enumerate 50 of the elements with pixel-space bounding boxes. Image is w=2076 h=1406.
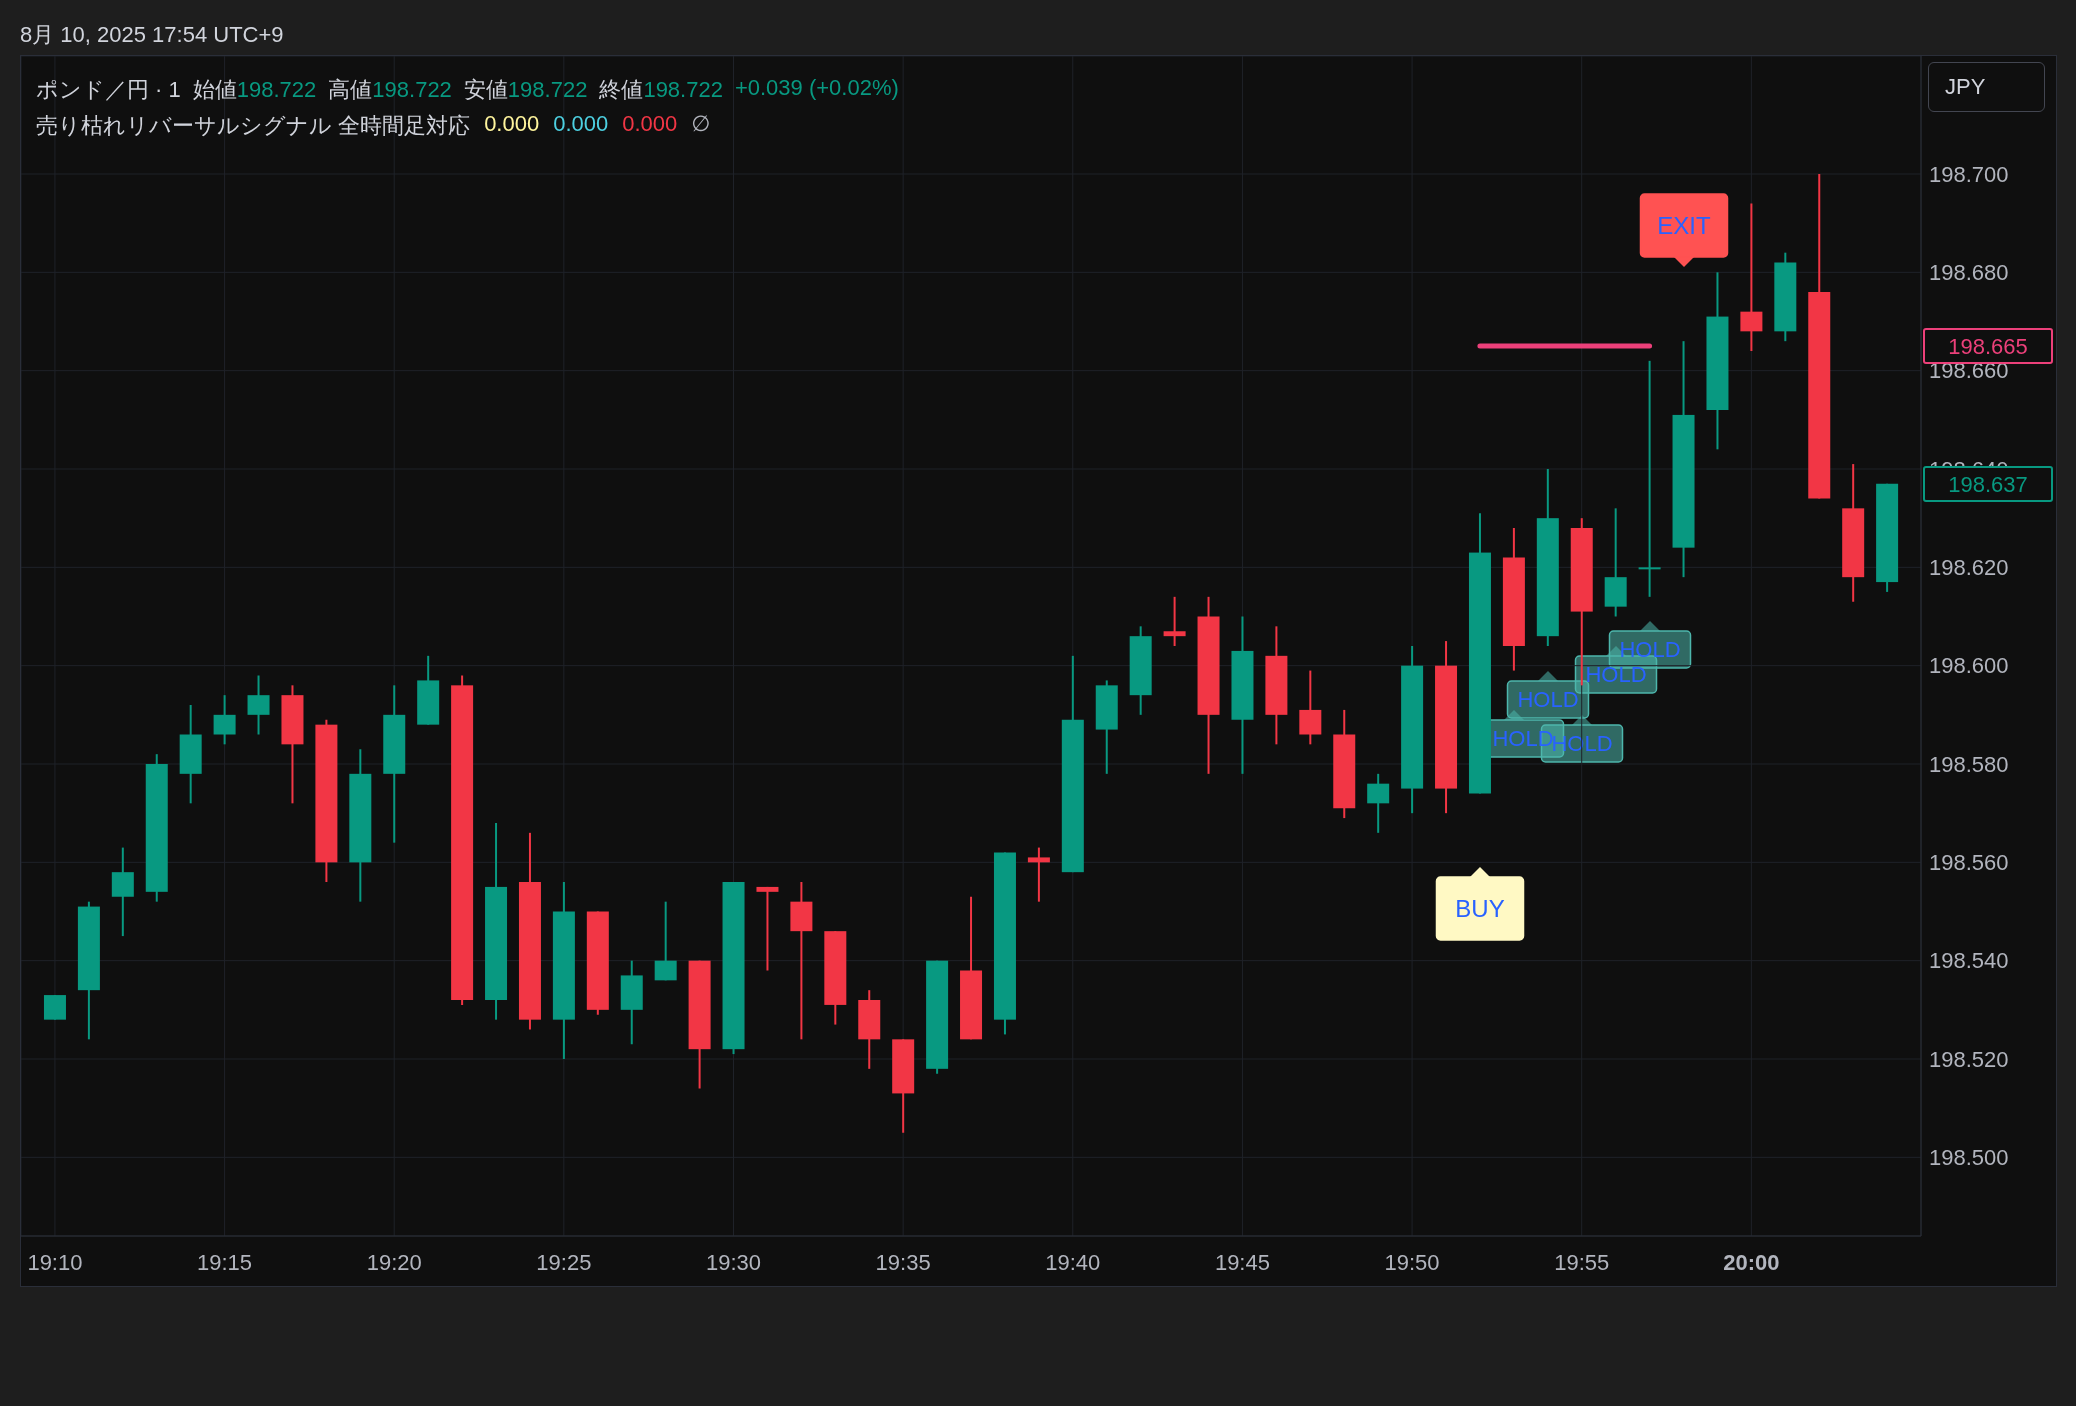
- annotation: HOLD: [1517, 687, 1579, 713]
- x-tick-label: 19:35: [875, 1250, 931, 1275]
- x-tick-label: 19:50: [1384, 1250, 1440, 1275]
- x-tick-label: 19:40: [1045, 1250, 1101, 1275]
- x-tick-label: 19:25: [536, 1250, 592, 1275]
- annotation: HOLD: [1585, 662, 1647, 688]
- annotation: HOLD: [1492, 726, 1554, 752]
- candlestick: [654, 900, 677, 982]
- text: 198.665: [1948, 333, 2028, 359]
- x-tick-label: 19:55: [1554, 1250, 1610, 1275]
- y-tick-label: 198.580: [1929, 751, 2009, 777]
- annotation: EXIT: [1657, 212, 1712, 240]
- y-tick-label: 198.500: [1929, 1145, 2009, 1171]
- annotation: BUY: [1455, 895, 1505, 923]
- y-tick-label: 198.520: [1929, 1046, 2009, 1072]
- candlestick: [1163, 595, 1186, 647]
- annotation: 始値198.722: [192, 77, 317, 102]
- annotation: ∅: [691, 111, 711, 138]
- candlestick: [1027, 846, 1050, 903]
- text: JPY: [1928, 62, 2045, 112]
- annotation: 高値198.722: [328, 77, 452, 102]
- candlestick: [1638, 359, 1661, 598]
- candlestick: [756, 885, 779, 972]
- chart-subtitle: 8月 10, 2025 17:54 UTC+9: [20, 21, 284, 49]
- candlestick: [213, 694, 236, 746]
- x-tick-label: 19:30: [705, 1250, 762, 1275]
- candlestick: [1740, 202, 1763, 352]
- candlestick: [247, 674, 270, 736]
- y-tick-label: 198.620: [1929, 555, 2009, 581]
- annotation: +0.039 (+0.02%): [734, 75, 899, 102]
- y-tick-label: 198.540: [1929, 948, 2009, 974]
- y-tick-label: 198.680: [1929, 260, 2009, 286]
- y-tick-label: 198.560: [1929, 850, 2009, 876]
- text: 198.637: [1948, 471, 2028, 497]
- annotation: 0.000: [622, 111, 678, 138]
- annotation: 終値198.722: [599, 77, 723, 102]
- y-tick-label: 198.700: [1929, 161, 2009, 187]
- x-tick-label: 20:00: [1723, 1250, 1780, 1275]
- annotation: 0.000: [553, 111, 609, 138]
- x-tick-label: 19:10: [27, 1250, 83, 1275]
- candlestick: [1367, 772, 1390, 834]
- x-tick-label: 19:20: [366, 1250, 422, 1275]
- annotation: 安値198.722: [463, 77, 588, 102]
- y-tick-label: 198.600: [1929, 653, 2009, 679]
- x-tick-label: 19:15: [197, 1250, 253, 1275]
- annotation: 0.000: [484, 111, 540, 138]
- annotation: 売り枯れリバーサルシグナル 全時間足対応: [36, 112, 471, 140]
- annotation: HOLD: [1619, 637, 1681, 663]
- text: ポンド／円 · 1: [36, 76, 181, 104]
- x-tick-label: 19:45: [1214, 1250, 1270, 1275]
